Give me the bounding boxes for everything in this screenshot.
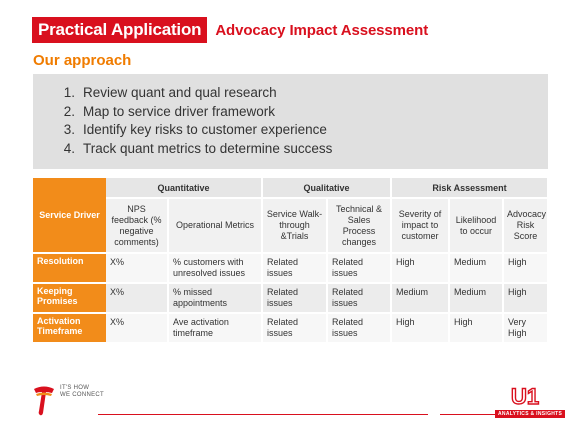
table-cell: Medium — [449, 282, 505, 313]
step-text: Identify key risks to customer experienc… — [83, 122, 327, 137]
impact-table: Service Driver Quantitative Qualitative … — [33, 178, 550, 342]
page-subtitle: Advocacy Impact Assessment — [215, 21, 429, 39]
title-bar: Practical Application Advocacy Impact As… — [32, 17, 428, 43]
step-number: 2. — [63, 103, 75, 119]
column-header: Technical & Sales Process changes — [327, 197, 393, 253]
column-header: Operational Metrics — [168, 197, 264, 253]
tagline-line: WE CONNECT — [60, 392, 104, 398]
footer-divider — [440, 414, 500, 415]
list-item: 1. Review quant and qual research — [53, 84, 332, 103]
column-header: Advocacy Risk Score — [503, 197, 550, 253]
table-cell: X% — [106, 252, 169, 283]
list-item: 2. Map to service driver framework — [53, 103, 332, 122]
table-cell: High — [391, 312, 451, 342]
step-number: 1. — [63, 85, 75, 100]
page-title: Practical Application — [32, 17, 208, 43]
step-number: 4. — [63, 140, 75, 156]
table-row: Keeping Promises X% % missed appointment… — [33, 282, 550, 313]
table-cell: % missed appointments — [168, 282, 264, 313]
step-text: Map to service driver framework — [83, 103, 276, 119]
row-label: Keeping Promises — [33, 282, 106, 313]
row-label: Activation Timeframe — [33, 312, 106, 342]
table-cell: High — [449, 312, 505, 342]
tagline: IT'S HOW WE CONNECT — [60, 385, 104, 399]
approach-heading: Our approach — [33, 52, 132, 69]
u1-logo-icon: U1 — [510, 385, 540, 407]
column-header: Likelihood to occur — [449, 197, 505, 253]
column-header: NPS feedback (% negative comments) — [106, 197, 169, 253]
table-cell: X% — [106, 282, 169, 313]
table-cell: Related issues — [327, 282, 393, 313]
telstra-logo-icon — [34, 386, 54, 416]
group-header-qualitative: Qualitative — [262, 178, 393, 198]
table-cell: Ave activation timeframe — [168, 312, 264, 342]
step-number: 3. — [63, 122, 75, 137]
column-header: Severity of impact to customer — [391, 197, 451, 253]
table-cell: High — [503, 252, 550, 283]
table-cell: Related issues — [262, 282, 329, 313]
table-cell: % customers with unresolved issues — [168, 252, 264, 283]
row-label: Resolution — [33, 252, 106, 283]
step-text: Review quant and qual research — [83, 85, 277, 100]
table-row: Resolution X% % customers with unresolve… — [33, 252, 550, 283]
table-cell: Medium — [391, 282, 451, 313]
group-header-risk: Risk Assessment — [391, 178, 550, 198]
steps-box: 1. Review quant and qual research 2. Map t… — [33, 74, 548, 169]
table-cell: Related issues — [262, 312, 329, 342]
column-header: Service Walk-through &Trials — [262, 197, 329, 253]
steps-list: 1. Review quant and qual research 2. Map t… — [53, 84, 333, 159]
table-cell: High — [503, 282, 550, 313]
group-header-quantitative: Quantitative — [106, 178, 264, 198]
table-cell: X% — [106, 312, 169, 342]
tagline-line: IT'S HOW — [60, 385, 90, 391]
footer-divider — [98, 414, 428, 415]
service-driver-header: Service Driver — [33, 178, 106, 253]
table-cell: Related issues — [262, 252, 329, 283]
table-cell: Very High — [503, 312, 550, 342]
table-row: Activation Timeframe X% Ave activation t… — [33, 312, 550, 342]
u1-tag: ANALYTICS & INSIGHTS — [495, 410, 566, 418]
u1-logo-text: U1 — [511, 385, 539, 407]
step-text: Track quant metrics to determine success — [83, 140, 333, 156]
table-cell: High — [391, 252, 451, 283]
table-cell: Related issues — [327, 312, 393, 342]
list-item: 3. Identify key risks to customer experie… — [53, 121, 332, 140]
table-cell: Medium — [449, 252, 505, 283]
list-item: 4. Track quant metrics to determine succe… — [53, 140, 333, 159]
table-cell: Related issues — [327, 252, 393, 283]
